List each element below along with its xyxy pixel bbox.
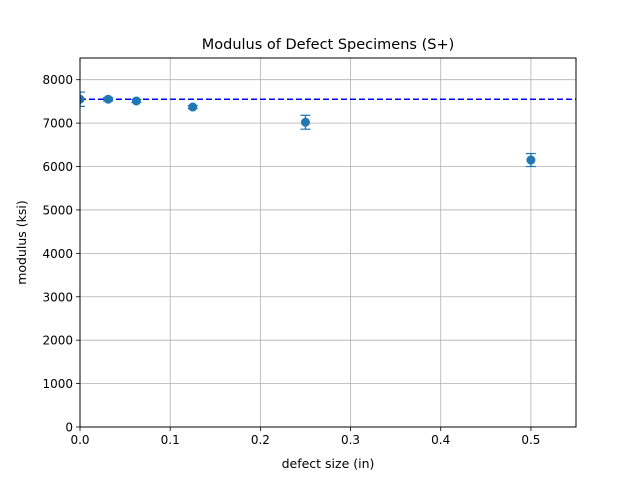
- y-axis-label: modulus (ksi): [14, 200, 29, 285]
- x-tick-label: 0.1: [161, 433, 180, 447]
- x-tick-label: 0.5: [521, 433, 540, 447]
- data-point: [131, 96, 141, 106]
- x-tick-label: 0.0: [70, 433, 89, 447]
- y-tick-label: 8000: [42, 73, 73, 87]
- chart-title: Modulus of Defect Specimens (S+): [202, 37, 455, 53]
- y-tick-label: 0: [65, 421, 73, 435]
- y-tick-label: 5000: [42, 203, 73, 217]
- data-point: [103, 94, 113, 104]
- data-point: [188, 102, 198, 112]
- tick-layer: 0.0 0.1 0.2 0.3 0.4 0.5 0 1000 2000 3000 4000 5000 6…: [42, 73, 540, 447]
- x-tick-label: 0.3: [341, 433, 360, 447]
- y-tick-label: 7000: [42, 117, 73, 131]
- y-tick-label: 4000: [42, 247, 73, 261]
- y-tick-label: 2000: [42, 334, 73, 348]
- plot-background: [80, 58, 576, 427]
- data-point: [300, 117, 310, 127]
- data-point: [526, 155, 536, 165]
- data-layer: [80, 91, 536, 168]
- grid-layer: [79, 58, 576, 428]
- x-tick-label: 0.2: [251, 433, 270, 447]
- y-tick-label: 1000: [42, 377, 73, 391]
- x-tick-label: 0.4: [431, 433, 450, 447]
- y-tick-label: 3000: [42, 290, 73, 304]
- y-tick-label: 6000: [42, 160, 73, 174]
- plot-frame: [79, 57, 577, 428]
- data-point: [80, 94, 85, 104]
- x-axis-label: defect size (in): [282, 456, 375, 471]
